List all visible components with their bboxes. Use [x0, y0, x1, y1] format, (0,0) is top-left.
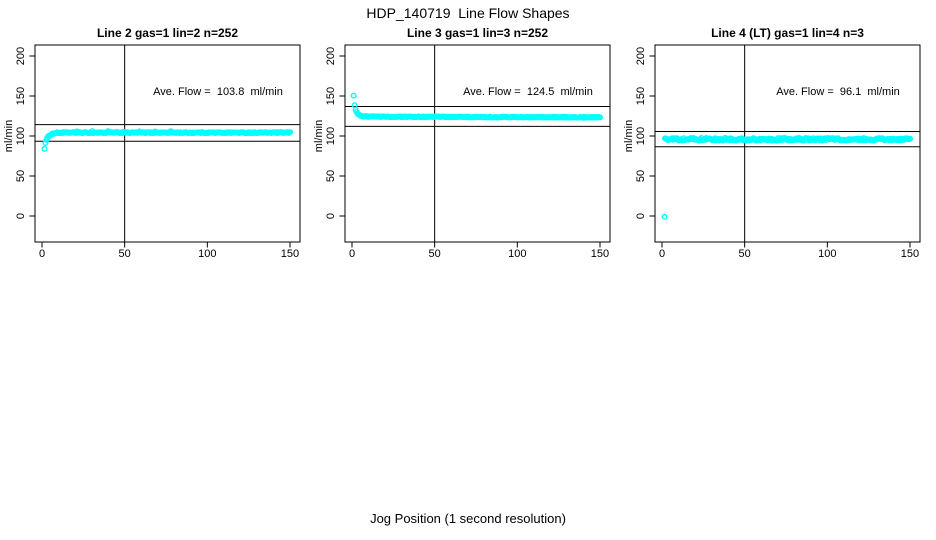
panel-title: Line 4 (LT) gas=1 lin=4 n=3 — [711, 26, 864, 40]
x-tick-label: 0 — [658, 248, 666, 260]
y-tick-label: 200 — [15, 46, 27, 66]
plot-box — [654, 44, 921, 243]
plot-area — [339, 44, 611, 248]
panel-line-2: Line 2 gas=1 lin=2 n=252 ml/min Ave. Flo… — [0, 0, 312, 280]
x-tick-label: 50 — [428, 248, 441, 260]
x-tick-label: 100 — [818, 248, 837, 260]
panel-line-3: Line 3 gas=1 lin=3 n=252 ml/min Ave. Flo… — [310, 0, 622, 280]
x-tick-label: 150 — [900, 248, 920, 260]
ave-flow-annotation: Ave. Flow = 103.8 ml/min — [153, 86, 283, 98]
x-tick-label: 100 — [198, 248, 217, 260]
x-tick-label: 150 — [280, 248, 300, 260]
plot-area — [29, 44, 301, 248]
x-tick-label: 100 — [508, 248, 527, 260]
ave-flow-annotation: Ave. Flow = 96.1 ml/min — [776, 86, 900, 98]
y-tick-label: 200 — [325, 46, 337, 66]
data-points — [661, 134, 914, 220]
plot-box — [34, 44, 301, 243]
y-tick-label: 100 — [635, 126, 647, 146]
panel-line-4: Line 4 (LT) gas=1 lin=4 n=3 ml/min Ave. … — [620, 0, 932, 280]
panel-title: Line 2 gas=1 lin=2 n=252 — [96, 26, 239, 40]
x-tick-label: 0 — [38, 248, 46, 260]
plot-area — [649, 44, 921, 248]
data-points — [350, 92, 604, 121]
figure-title: HDP_140719 Line Flow Shapes — [366, 5, 570, 21]
y-tick-label: 0 — [15, 212, 27, 220]
x-tick-label: 0 — [348, 248, 356, 260]
x-tick-label: 50 — [118, 248, 131, 260]
y-tick-label: 50 — [635, 169, 647, 183]
y-tick-label: 0 — [635, 212, 647, 220]
y-tick-label: 200 — [635, 46, 647, 66]
y-tick-label: 50 — [15, 169, 27, 183]
y-axis-label: ml/min — [313, 119, 325, 153]
y-tick-label: 100 — [325, 126, 337, 146]
y-tick-label: 150 — [325, 86, 337, 106]
plot-box — [344, 44, 611, 243]
x-axis-label: Jog Position (1 second resolution) — [370, 511, 566, 526]
y-tick-label: 50 — [325, 169, 337, 183]
y-tick-label: 150 — [635, 86, 647, 106]
y-tick-label: 100 — [15, 126, 27, 146]
y-tick-label: 150 — [15, 86, 27, 106]
ave-flow-annotation: Ave. Flow = 124.5 ml/min — [463, 86, 593, 98]
x-tick-label: 50 — [738, 248, 751, 260]
y-axis-label: ml/min — [3, 119, 15, 153]
y-axis-label: ml/min — [623, 119, 635, 153]
data-points — [41, 128, 294, 152]
y-tick-label: 0 — [325, 212, 337, 220]
panel-title: Line 3 gas=1 lin=3 n=252 — [406, 26, 549, 40]
x-tick-label: 150 — [590, 248, 610, 260]
